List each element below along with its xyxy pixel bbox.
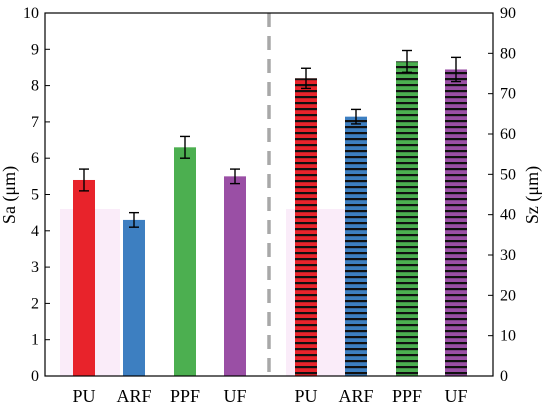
left-tick-label-2: 2 — [31, 295, 39, 312]
right-tick-label-60: 60 — [500, 126, 516, 143]
left-tick-label-10: 10 — [23, 5, 39, 22]
right-tick-label-20: 20 — [500, 287, 516, 304]
right-tick-label-0: 0 — [500, 368, 508, 385]
right-tick-label-30: 30 — [500, 247, 516, 264]
left-tick-label-7: 7 — [31, 114, 39, 131]
bar-sa-pu — [73, 179, 95, 376]
right-tick-label-10: 10 — [500, 328, 516, 345]
bars-layer — [73, 61, 467, 377]
category-label-sa-pu: PU — [72, 386, 95, 406]
category-label-sz-arf: ARF — [338, 386, 373, 406]
bar-sa-uf — [224, 176, 246, 376]
left-axis-title: Sa (μm) — [0, 166, 20, 224]
text-layer: PU ARF PPF UF PU ARF PPF UF 0 1 2 3 4 5 6 7 8 9 10 0 10 20 30 4… — [0, 5, 543, 406]
right-tick-label-50: 50 — [500, 166, 516, 183]
bar-hatch-sz-ppf — [396, 61, 418, 377]
error-bars-layer — [79, 49, 461, 228]
left-tick-label-8: 8 — [31, 78, 39, 95]
bar-sa-arf — [123, 219, 145, 376]
left-tick-label-0: 0 — [31, 368, 39, 385]
left-tick-label-4: 4 — [31, 223, 39, 240]
category-label-sa-arf: ARF — [116, 386, 151, 406]
category-label-sa-ppf: PPF — [170, 386, 200, 406]
left-tick-label-1: 1 — [31, 332, 39, 349]
right-axis-title: Sz (μm) — [522, 166, 543, 224]
left-tick-label-9: 9 — [31, 41, 39, 58]
right-tick-label-80: 80 — [500, 45, 516, 62]
axes-layer — [44, 12, 494, 377]
bar-sa-ppf — [174, 147, 196, 376]
bar-hatch-sz-arf — [345, 116, 367, 376]
left-tick-label-5: 5 — [31, 187, 39, 204]
category-label-sz-ppf: PPF — [392, 386, 422, 406]
right-tick-label-70: 70 — [500, 86, 516, 103]
category-label-sa-uf: UF — [223, 386, 246, 406]
category-label-sz-uf: UF — [444, 386, 467, 406]
bar-hatch-sz-uf — [445, 69, 467, 376]
right-tick-label-90: 90 — [500, 5, 516, 22]
right-tick-label-40: 40 — [500, 207, 516, 224]
category-label-sz-pu: PU — [294, 386, 317, 406]
bar-hatch-sz-pu — [295, 78, 317, 376]
left-tick-label-6: 6 — [31, 150, 39, 167]
left-tick-label-3: 3 — [31, 259, 39, 276]
